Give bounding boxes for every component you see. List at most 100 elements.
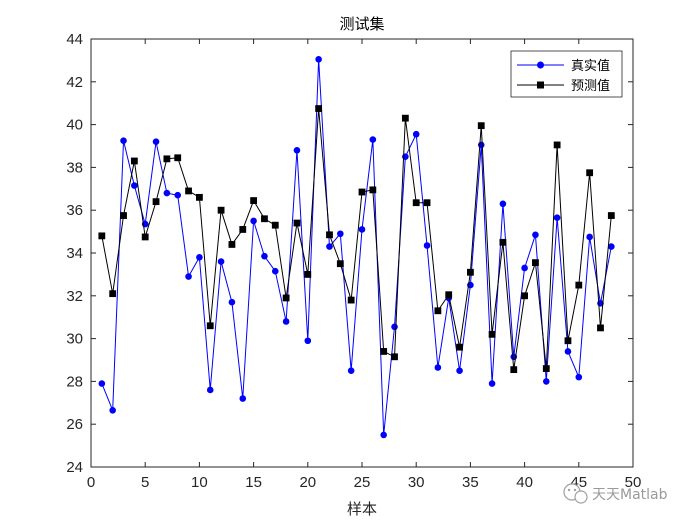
watermark: 天天Matlab	[563, 483, 668, 504]
data-point-actual	[499, 200, 507, 208]
data-point-actual	[532, 231, 539, 239]
data-point-predicted	[109, 290, 117, 298]
data-point-actual	[152, 138, 160, 146]
data-point-predicted	[380, 348, 388, 355]
y-tick-label: 24	[66, 459, 83, 476]
legend-label-actual: 真实值	[571, 58, 610, 74]
y-tick-label: 34	[66, 245, 83, 262]
data-point-actual	[228, 298, 236, 306]
data-point-actual	[261, 252, 268, 260]
data-point-actual	[174, 191, 182, 199]
data-point-actual	[380, 431, 387, 439]
series-line-predicted	[101, 108, 612, 371]
data-point-actual	[282, 318, 290, 325]
data-point-predicted	[98, 232, 106, 240]
x-axis-label: 样本	[347, 500, 377, 518]
data-point-predicted	[304, 271, 312, 278]
data-point-actual	[293, 146, 301, 154]
data-point-predicted	[401, 114, 409, 122]
x-tick-label: 35	[462, 474, 479, 491]
legend-marker-predicted	[537, 81, 544, 89]
x-tick-label: 15	[245, 474, 262, 491]
data-point-actual	[163, 189, 171, 197]
data-point-predicted	[196, 193, 203, 201]
y-tick-label: 32	[66, 288, 83, 305]
data-point-predicted	[282, 294, 290, 302]
data-point-predicted	[434, 307, 442, 315]
x-tick-label: 5	[141, 474, 149, 491]
data-point-actual	[196, 253, 203, 261]
data-point-predicted	[456, 343, 463, 351]
data-point-actual	[347, 367, 355, 375]
data-point-predicted	[521, 292, 528, 300]
data-point-predicted	[271, 221, 279, 229]
data-point-actual	[434, 364, 442, 371]
data-point-predicted	[185, 187, 192, 195]
y-tick-label: 28	[66, 373, 83, 390]
data-point-predicted	[228, 241, 236, 248]
plot-area	[91, 39, 633, 467]
series-line-actual	[101, 58, 612, 436]
series-layer	[98, 56, 615, 439]
y-tick-label: 38	[66, 159, 83, 176]
data-point-predicted	[141, 233, 149, 241]
data-point-predicted	[532, 259, 539, 267]
data-point-actual	[391, 323, 398, 331]
data-point-actual	[608, 243, 615, 250]
x-tick-label: 40	[516, 474, 533, 491]
y-tick-label: 30	[66, 331, 83, 348]
data-point-actual	[575, 373, 583, 381]
data-point-predicted	[336, 260, 344, 268]
data-point-actual	[586, 233, 593, 241]
data-point-actual	[521, 264, 528, 272]
data-point-predicted	[369, 186, 377, 194]
data-point-predicted	[120, 212, 127, 219]
data-point-actual	[239, 395, 247, 402]
legend-box	[510, 50, 623, 98]
data-point-actual	[315, 56, 322, 63]
legend-marker-actual	[537, 61, 544, 69]
data-point-actual	[488, 380, 496, 387]
data-point-actual	[369, 136, 377, 143]
data-point-actual	[412, 130, 420, 138]
data-point-actual	[131, 182, 138, 189]
data-point-predicted	[152, 198, 160, 206]
data-point-actual	[477, 141, 485, 149]
wechat-icon	[563, 483, 588, 504]
y-tick-label: 36	[66, 202, 83, 219]
data-point-predicted	[499, 238, 507, 246]
y-tick-label: 40	[66, 117, 83, 134]
data-point-actual	[109, 406, 116, 414]
data-point-predicted	[347, 296, 355, 304]
data-point-predicted	[445, 291, 453, 299]
data-point-predicted	[412, 199, 420, 207]
y-tick-label: 42	[66, 74, 83, 91]
data-point-actual	[423, 242, 431, 249]
data-point-actual	[542, 378, 550, 385]
ticks-layer: 0 5 10 15 20 25 30 35 40 45 5024262830323436384042…	[66, 31, 641, 491]
data-point-actual	[217, 258, 225, 265]
data-point-actual	[553, 214, 561, 221]
x-tick-label: 25	[354, 474, 371, 491]
x-tick-label: 0	[87, 474, 95, 491]
data-point-predicted	[358, 188, 366, 196]
data-point-actual	[120, 137, 127, 144]
data-point-predicted	[542, 365, 550, 372]
data-point-predicted	[607, 212, 615, 219]
data-point-actual	[304, 337, 312, 345]
data-point-predicted	[326, 231, 333, 239]
x-tick-label: 10	[191, 474, 208, 491]
data-point-predicted	[250, 197, 257, 204]
data-point-predicted	[586, 169, 594, 177]
data-point-predicted	[467, 268, 474, 276]
data-point-predicted	[488, 330, 496, 338]
data-point-predicted	[477, 122, 485, 130]
data-point-predicted	[174, 154, 182, 162]
data-point-actual	[337, 230, 344, 238]
data-point-predicted	[391, 353, 398, 361]
data-point-predicted	[217, 206, 225, 214]
data-point-predicted	[575, 281, 583, 289]
data-point-actual	[206, 386, 214, 394]
data-point-actual	[271, 267, 279, 275]
